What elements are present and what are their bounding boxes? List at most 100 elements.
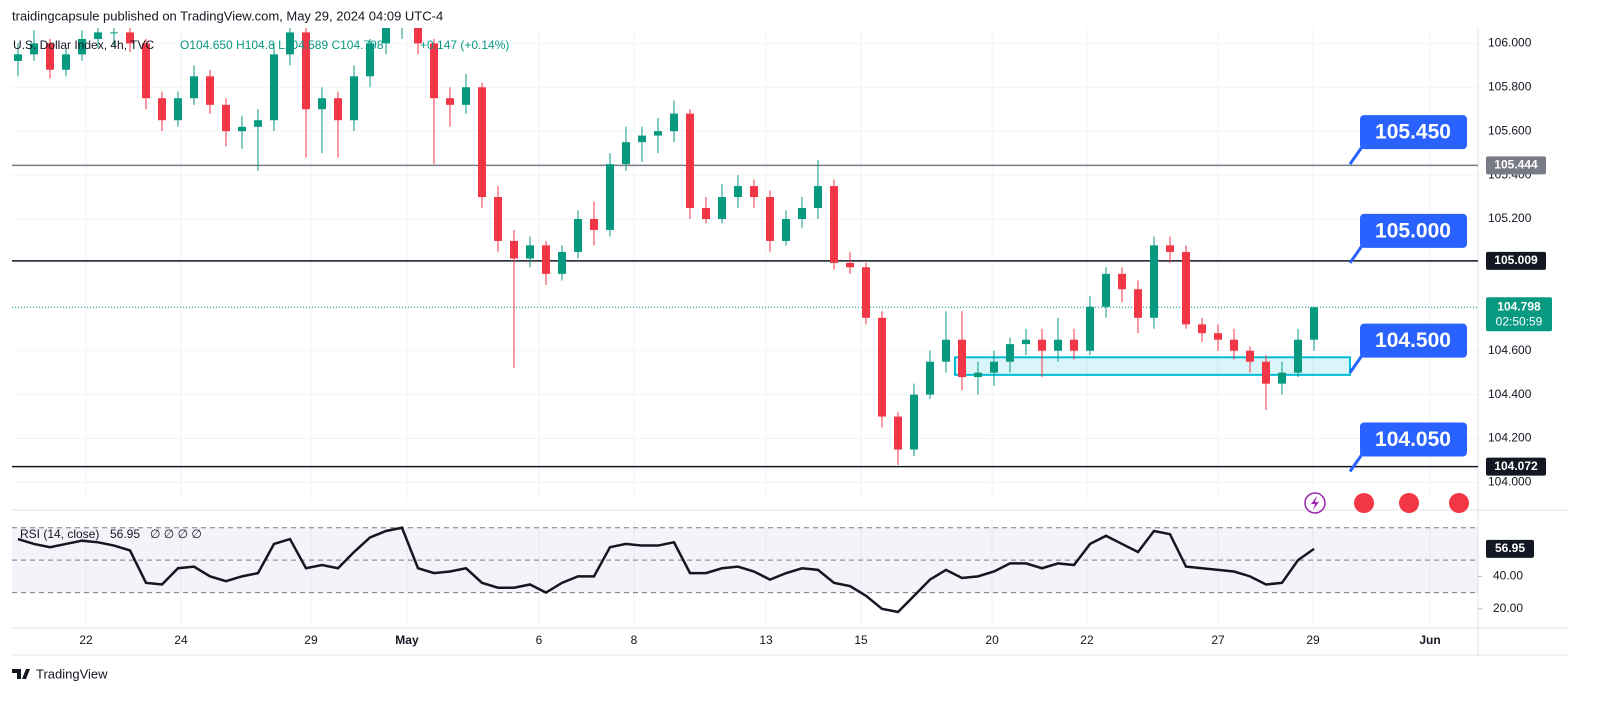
candle-body [766, 197, 774, 241]
x-tick-label: 15 [854, 633, 868, 647]
candle-body [510, 240, 518, 259]
candle-body [686, 113, 694, 209]
candle-body [590, 218, 598, 230]
candle-body [1198, 324, 1206, 334]
candle-body [1006, 344, 1014, 362]
candle-body [286, 32, 294, 55]
candle-body [1310, 307, 1318, 340]
candle-body [670, 113, 678, 132]
event-icons [1304, 492, 1469, 514]
x-tick-label: 20 [985, 633, 999, 647]
candle-body [238, 126, 246, 132]
rsi-last-box [1486, 539, 1534, 558]
callout-label: 105.000 [1375, 219, 1451, 242]
candle-body [542, 245, 550, 274]
level-label-box [1486, 251, 1546, 270]
candle-body [126, 32, 134, 44]
x-tick-label: 13 [759, 633, 773, 647]
y-tick-label: 104.400 [1488, 387, 1532, 401]
rsi-pane [12, 518, 1478, 625]
y-tick-label: 105.800 [1488, 79, 1532, 93]
last-price-box [1486, 297, 1552, 332]
countdown-label: 02:50:59 [1496, 314, 1543, 328]
candle-body [1070, 339, 1078, 351]
candle-body [318, 98, 326, 110]
candle-body [926, 361, 934, 395]
level-label-box [1486, 156, 1546, 175]
level-label: 104.072 [1494, 459, 1538, 473]
logo-mark [12, 669, 30, 679]
candle-body [478, 87, 486, 198]
candle-body [1182, 251, 1190, 325]
candle-body [1086, 306, 1094, 351]
rsi-tick-label: 40.00 [1493, 569, 1523, 583]
event-icon [1311, 496, 1319, 510]
candle-body [142, 43, 150, 99]
overlay: 104.000104.200104.400104.600104.800105.0… [79, 36, 1552, 647]
price-pane [12, 28, 1478, 500]
candle-body [750, 186, 758, 198]
x-tick-label: 22 [1080, 633, 1094, 647]
candle-body [958, 339, 966, 378]
candle-body [366, 43, 374, 77]
y-tick-label: 104.000 [1488, 475, 1532, 489]
candle-body [782, 218, 790, 241]
candle-body [1150, 245, 1158, 318]
candle-body [1118, 273, 1126, 290]
callout-label: 104.050 [1375, 428, 1451, 451]
candle-body [1262, 361, 1270, 384]
candle-body [1054, 339, 1062, 351]
candle-body [1246, 350, 1254, 362]
candle-body [606, 164, 614, 230]
candle-body [430, 43, 438, 99]
rsi-legend: RSI (14, close) [20, 527, 99, 541]
callout-box [1360, 115, 1467, 150]
candle-body [526, 245, 534, 259]
candle-body [46, 43, 54, 70]
last-price-label: 104.798 [1497, 299, 1541, 313]
candle-body [638, 135, 646, 143]
candle-body [1134, 289, 1142, 318]
x-tick-label: 6 [536, 633, 543, 647]
callout-box [1360, 213, 1467, 248]
candle-body [270, 54, 278, 121]
candle-body [382, 28, 390, 44]
candle-body [622, 142, 630, 165]
support-zone [953, 356, 1352, 376]
candle-body [862, 267, 870, 318]
candle-body [830, 186, 838, 263]
candle-body [878, 317, 886, 417]
y-tick-label: 104.200 [1488, 431, 1532, 445]
x-tick-label: 8 [631, 633, 638, 647]
candle-body [990, 361, 998, 373]
footer-brand: TradingView [36, 666, 108, 681]
y-tick-label: 104.600 [1488, 343, 1532, 357]
candle-body [798, 208, 806, 219]
candle-body [302, 32, 310, 110]
candle-body [1230, 339, 1238, 351]
x-tick-label: Jun [1419, 633, 1440, 647]
candle-body [910, 394, 918, 450]
level-label: 105.009 [1494, 253, 1538, 267]
x-tick-label: 29 [304, 633, 318, 647]
y-tick-label: 106.000 [1488, 36, 1532, 50]
y-tick-label: 105.200 [1488, 211, 1532, 225]
rsi-legend-value: 56.95 [110, 527, 140, 541]
x-tick-label: 22 [79, 633, 93, 647]
candle-body [446, 98, 454, 105]
candle-body [494, 197, 502, 241]
candle-body [718, 197, 726, 219]
candle-body [814, 186, 822, 209]
legend-instrument: U.S. Dollar Index, 4h, TVC [13, 38, 155, 52]
candle-body [206, 76, 214, 105]
candle-body [558, 251, 566, 274]
x-tick-label: May [395, 633, 419, 647]
candle-body [222, 104, 230, 132]
level-label: 105.444 [1494, 158, 1538, 172]
candle-body [94, 32, 102, 39]
event-icon [1304, 492, 1326, 514]
candle-body [974, 372, 982, 378]
x-tick-label: 29 [1306, 633, 1320, 647]
candle-body [1166, 245, 1174, 252]
